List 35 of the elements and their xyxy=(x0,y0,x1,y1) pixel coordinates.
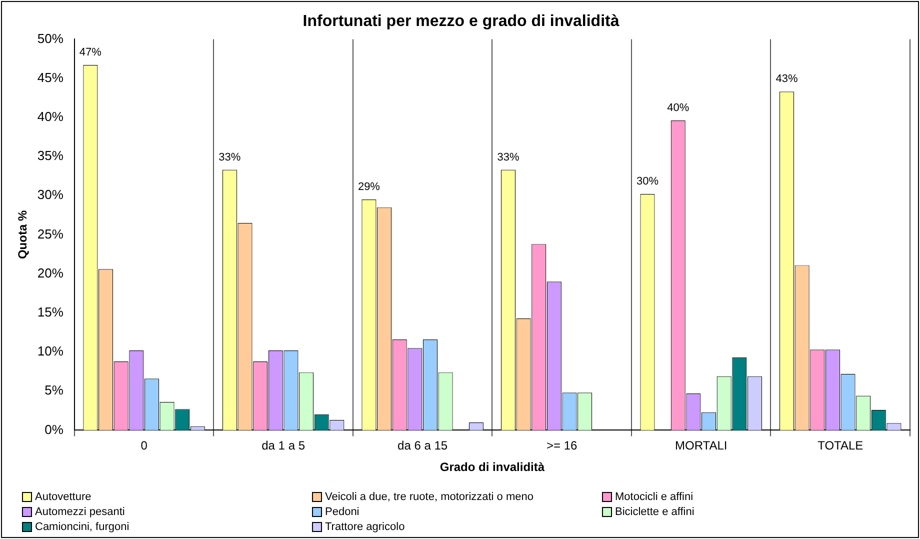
y-tick-label: 25% xyxy=(37,226,64,242)
y-axis-title: Quota % xyxy=(16,210,30,260)
chart-title: Infortunati per mezzo e grado di invalidità xyxy=(302,13,620,30)
y-tick-label: 50% xyxy=(37,30,64,46)
x-tick-label: da 6 a 15 xyxy=(398,438,448,453)
data-label: 40% xyxy=(667,102,690,114)
data-label: 47% xyxy=(79,46,102,59)
data-label: 30% xyxy=(636,176,659,188)
data-label: 33% xyxy=(497,151,520,164)
legend-label: Biciclette e affini xyxy=(615,506,694,518)
data-label: 29% xyxy=(358,181,380,194)
x-tick-label: MORTALI xyxy=(674,438,728,453)
y-tick-label: 20% xyxy=(37,265,64,280)
legend-label: Autovetture xyxy=(35,491,92,503)
x-tick-label: 0 xyxy=(140,438,148,453)
y-tick-label: 15% xyxy=(37,304,64,320)
y-tick-label: 35% xyxy=(37,148,64,164)
y-tick-label: 40% xyxy=(37,108,64,124)
legend-label: Pedoni xyxy=(325,506,360,518)
legend-label: Trattore agricolo xyxy=(325,521,405,533)
y-tick-label: 30% xyxy=(37,187,64,202)
x-tick-label: TOTALE xyxy=(818,438,864,453)
x-axis-title: Grado di invalidità xyxy=(440,460,545,474)
x-tick-label: da 1 a 5 xyxy=(262,438,306,453)
y-tick-label: 0% xyxy=(44,422,64,437)
x-tick-label: >= 16 xyxy=(546,438,578,453)
legend-label: Automezzi pesanti xyxy=(35,506,125,518)
y-tick-label: 10% xyxy=(37,344,64,359)
legend-label: Camioncini, furgoni xyxy=(35,521,130,533)
legend-label: Veicoli a due, tre ruote, motorizzati o meno xyxy=(325,491,534,503)
data-label: 43% xyxy=(776,73,798,86)
y-tick-label: 5% xyxy=(44,382,64,398)
legend-label: Motocicli e affini xyxy=(615,491,694,503)
y-tick-label: 45% xyxy=(37,70,64,85)
data-label: 33% xyxy=(218,151,241,164)
